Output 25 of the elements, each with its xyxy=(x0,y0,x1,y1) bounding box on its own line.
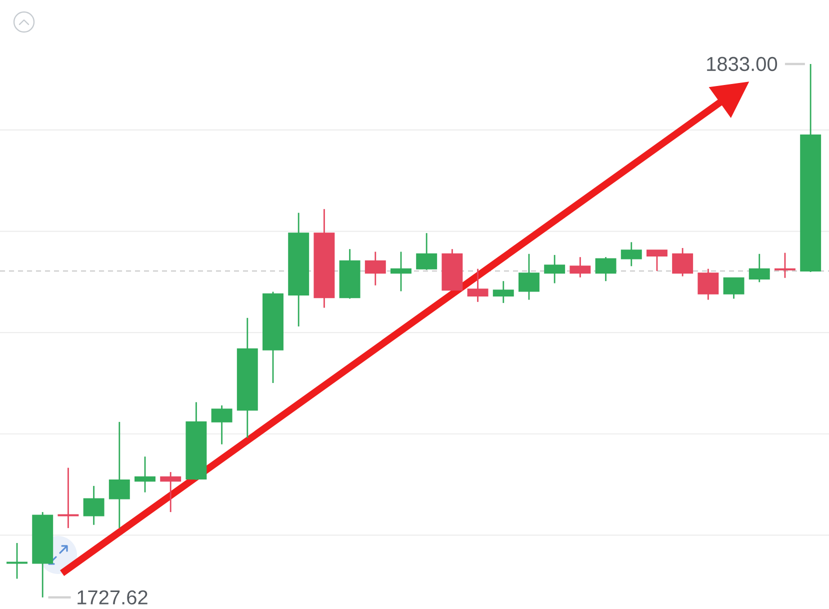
annotation: 1727.62 xyxy=(78,590,148,604)
candlestick xyxy=(160,471,182,513)
candlestick xyxy=(6,542,28,580)
candlestick xyxy=(620,241,642,267)
candlestick xyxy=(646,249,668,272)
candlestick xyxy=(390,251,412,292)
candlestick xyxy=(108,421,130,529)
candlestick xyxy=(211,404,232,446)
candlestick xyxy=(518,253,540,300)
candlestick xyxy=(672,247,694,277)
candlestick xyxy=(416,232,438,271)
candlestick xyxy=(570,256,591,278)
candlestick xyxy=(83,485,104,526)
candlestick xyxy=(544,254,566,284)
candlestick xyxy=(774,252,796,279)
candlestick xyxy=(58,467,79,529)
candlestick xyxy=(748,253,770,283)
candlestick xyxy=(134,456,156,494)
annotation: 1833.00 xyxy=(707,56,778,72)
candlestick xyxy=(492,280,514,304)
candlestick xyxy=(364,251,386,286)
candlestick xyxy=(595,256,616,282)
candlestick xyxy=(467,268,488,303)
candlestick xyxy=(723,277,744,300)
candlestick xyxy=(698,268,719,300)
